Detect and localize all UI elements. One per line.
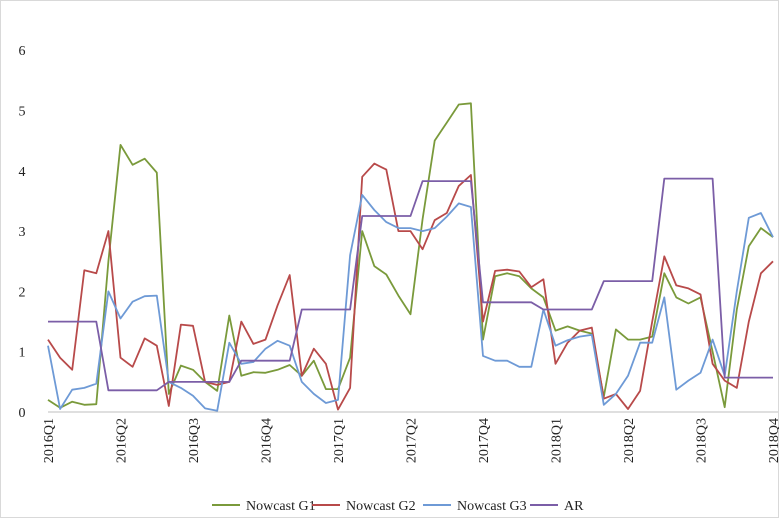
y-tick-label: 6 [19, 44, 26, 59]
y-tick-label: 2 [19, 285, 26, 300]
x-tick-label: 2018Q4 [767, 418, 779, 463]
y-tick-label: 3 [19, 225, 26, 240]
x-tick-label: 2017Q4 [477, 418, 492, 463]
x-tick-label: 2018Q2 [622, 418, 637, 463]
x-tick-label: 2018Q1 [550, 418, 565, 463]
series-line [48, 177, 773, 392]
series-line [47, 194, 774, 412]
legend-label: Nowcast G1 [246, 499, 316, 514]
x-tick-label: 2016Q2 [115, 418, 130, 463]
series-line [47, 162, 774, 411]
legend-label: Nowcast G2 [346, 499, 416, 514]
y-tick-label: 5 [19, 105, 26, 120]
x-tick-label: 2017Q1 [332, 418, 347, 463]
x-tick-label: 2016Q4 [260, 418, 275, 463]
x-tick-label: 2018Q3 [695, 418, 710, 463]
legend-label: Nowcast G3 [457, 499, 527, 514]
series-line [47, 102, 774, 409]
y-tick-label: 1 [19, 346, 26, 361]
x-tick-label: 2016Q1 [42, 418, 57, 463]
y-tick-label: 0 [19, 406, 26, 421]
legend-label: AR [564, 499, 584, 514]
x-tick-label: 2017Q2 [405, 418, 420, 463]
x-tick-label: 2016Q3 [187, 418, 202, 463]
y-tick-label: 4 [19, 165, 26, 180]
